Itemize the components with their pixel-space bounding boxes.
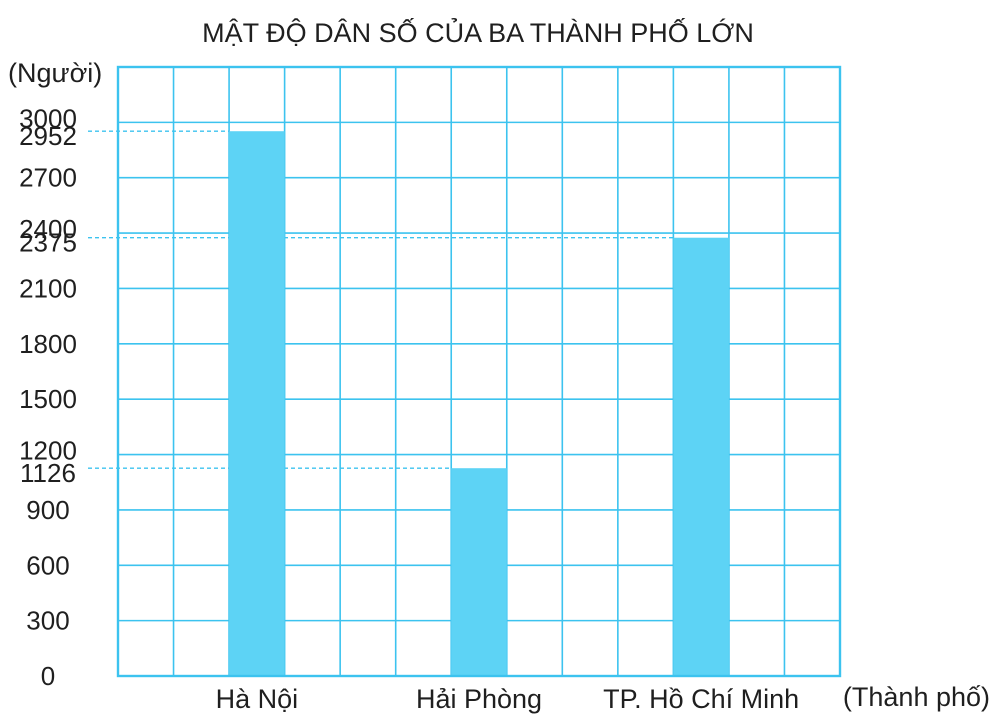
y-tick-label: 2700 <box>19 163 77 193</box>
y-tick-labels: 0 300 600 900 1200 1500 1800 2100 2400 2700 300029… <box>19 103 77 691</box>
bar-1 <box>229 131 285 677</box>
y-tick-label: 900 <box>26 495 69 525</box>
bar-2 <box>451 468 507 676</box>
value-guides <box>88 130 674 469</box>
y-tick-label: 2100 <box>19 273 77 303</box>
y-value-label: 2375 <box>19 228 77 258</box>
x-tick-label: Hà Nội <box>216 684 299 714</box>
y-tick-label: 300 <box>26 606 69 636</box>
y-tick-label: 1200 <box>19 436 77 466</box>
y-tick-label: 1800 <box>19 329 77 359</box>
y-value-label: 2952 <box>19 121 77 151</box>
y-tick-label: 2400 <box>19 214 77 244</box>
x-tick-label: TP. Hồ Chí Minh <box>603 684 799 714</box>
chart-title: MẬT ĐỘ DÂN SỐ CỦA BA THÀNH PHỐ LỚN <box>202 16 754 48</box>
bars <box>229 131 729 677</box>
y-value-label: 1126 <box>20 458 76 488</box>
bar-3 <box>673 237 729 677</box>
y-tick-label: 3000 <box>19 103 77 133</box>
y-axis-label: (Người) <box>8 58 102 88</box>
plot-frame <box>116 65 842 678</box>
x-axis-label: (Thành phố) <box>843 682 990 712</box>
y-tick-label: 1500 <box>19 384 77 414</box>
x-tick-labels: Hà Nội Hải Phòng TP. Hồ Chí Minh <box>216 684 800 714</box>
x-tick-label: Hải Phòng <box>416 684 542 714</box>
y-tick-label: 0 <box>41 661 55 691</box>
y-tick-label: 600 <box>26 550 69 580</box>
